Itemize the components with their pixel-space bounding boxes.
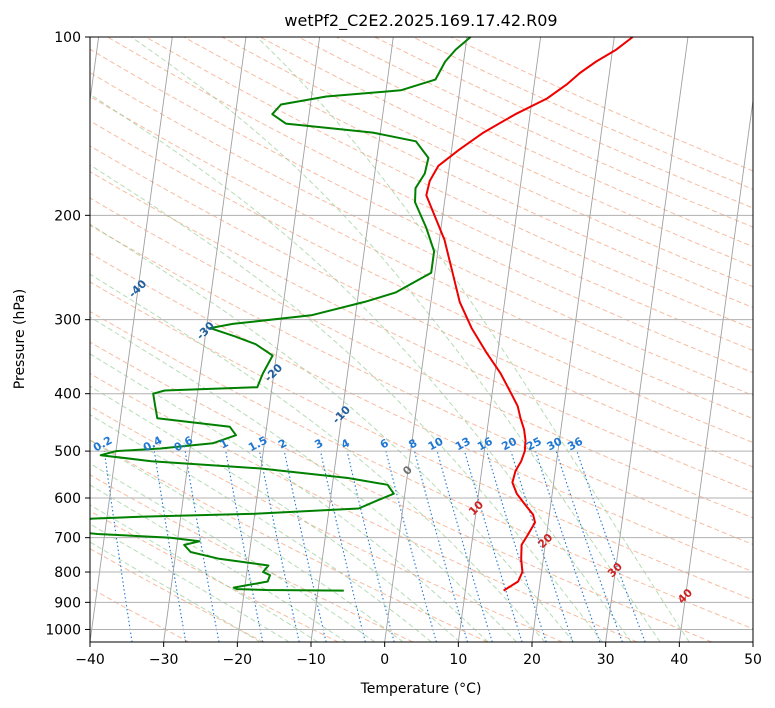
mixing-ratio-label: 20 [499, 435, 519, 454]
x-tick-label: 40 [670, 652, 688, 668]
x-axis-title: Temperature (°C) [360, 681, 482, 697]
moist-adiabat [90, 273, 546, 642]
moist-adiabat [90, 414, 432, 642]
dry-adiabat [90, 439, 488, 642]
moist-adiabat [90, 484, 347, 642]
dewpoint-profile [90, 37, 472, 592]
dry-adiabat [145, 37, 753, 330]
moist-adiabat [131, 37, 661, 642]
mixing-ratio-line [436, 450, 493, 642]
dry-adiabat [90, 71, 753, 396]
dry-adiabat [90, 48, 753, 374]
y-axis-title: Pressure (hPa) [12, 289, 28, 389]
dry-adiabat [107, 37, 753, 352]
mixing-ratio-line [413, 450, 469, 642]
x-tick-label: 0 [380, 652, 389, 668]
background-lines [90, 37, 753, 642]
isotherm [384, 37, 468, 642]
y-tick-label: 800 [54, 565, 81, 581]
y-tick-label: 700 [54, 531, 81, 547]
mixing-ratio-line [510, 450, 574, 642]
isotherm [163, 37, 247, 642]
dry-adiabat [183, 37, 753, 309]
moist-adiabat [90, 316, 517, 642]
moist-adiabat [90, 462, 376, 642]
isotherm [678, 97, 753, 642]
moist-adiabat [90, 439, 404, 642]
mixing-ratio-label: 10 [426, 435, 446, 454]
moist-adiabat [90, 385, 461, 642]
isotherm [236, 37, 321, 642]
y-axis: 100 200 300 400 500 600 700 800 900 1000 [45, 30, 90, 638]
mixing-ratio-label: 13 [453, 435, 473, 454]
mixing-ratio-line [319, 450, 366, 642]
moist-adiabat [90, 93, 632, 642]
mixing-ratio-line [258, 450, 300, 642]
moist-adiabat [90, 541, 261, 642]
isotherm [310, 37, 394, 642]
y-tick-label: 500 [54, 444, 81, 460]
dry-adiabat [90, 281, 753, 601]
mixing-ratio-line [576, 450, 646, 642]
dry-adiabat [90, 224, 753, 545]
x-tick-label: 20 [523, 652, 541, 668]
moist-adiabat [256, 37, 690, 642]
moist-adiabat [90, 164, 603, 642]
x-tick-label: 10 [449, 652, 467, 668]
x-tick-label: −10 [296, 652, 326, 668]
dry-adiabat [90, 310, 753, 630]
mixing-ratio-line [464, 450, 523, 642]
dry-adiabat [90, 197, 753, 519]
mixing-ratio-line [225, 451, 264, 642]
x-tick-label: 50 [744, 652, 762, 668]
mixing-ratio-line [555, 450, 623, 642]
dry-adiabat [90, 95, 753, 420]
isotherm [605, 37, 689, 642]
moist-adiabat [90, 523, 290, 642]
x-tick-label: 30 [597, 652, 615, 668]
y-tick-label: 400 [54, 387, 81, 403]
plot-frame [89, 36, 754, 643]
mixing-ratio-label: 16 [475, 435, 495, 454]
mixing-ratio-line [283, 450, 327, 642]
y-tick-label: 900 [54, 595, 81, 611]
y-tick-label: 200 [54, 208, 81, 224]
chart-title: wetPf2_C2E2.2025.169.17.42.R09 [284, 11, 557, 31]
isotherm [90, 37, 173, 642]
mixing-ratio-line [385, 450, 437, 642]
dry-adiabat [90, 548, 264, 642]
mixing-ratio-label: 36 [565, 435, 585, 454]
mixing-ratio-label: 30 [545, 435, 565, 454]
x-tick-label: −40 [75, 652, 105, 668]
mixing-ratio-line [486, 450, 547, 642]
y-tick-label: 100 [54, 30, 81, 46]
moist-adiabat [90, 353, 489, 642]
temperature-profile [425, 37, 634, 592]
y-tick-label: 1000 [45, 622, 81, 638]
profiles [90, 37, 634, 592]
dry-adiabat [90, 405, 563, 642]
x-tick-label: −20 [223, 652, 253, 668]
isotherm [531, 37, 615, 642]
mixing-ratio-line [535, 450, 601, 642]
isotherm [457, 37, 542, 642]
moist-adiabat [90, 223, 574, 642]
mixing-ratio-label: 25 [524, 435, 544, 454]
y-tick-label: 300 [54, 313, 81, 329]
x-tick-label: −30 [149, 652, 179, 668]
x-axis: −40 −30 −20 −10 0 10 20 30 40 50 [75, 642, 762, 668]
y-tick-label: 600 [54, 491, 81, 507]
